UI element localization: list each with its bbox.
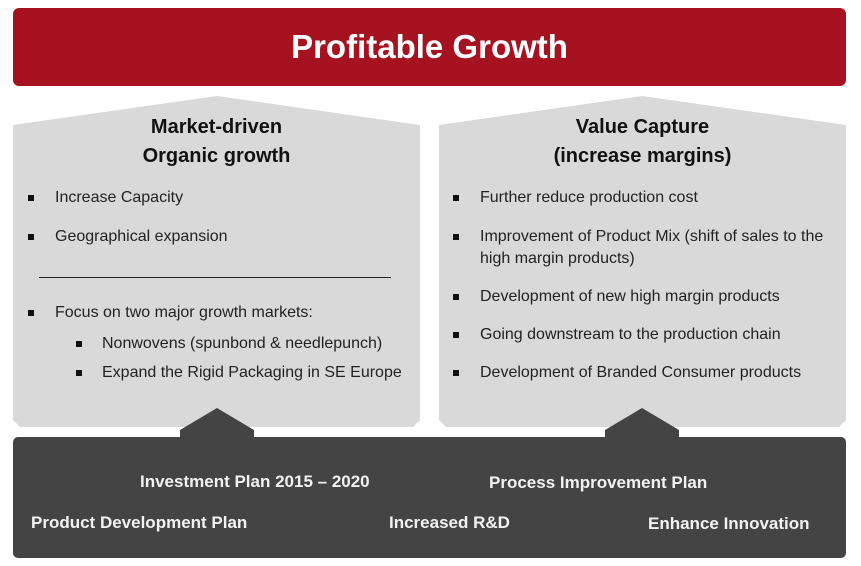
right-pillar-title: Value Capture (increase margins) xyxy=(439,113,846,171)
right-item-downstream: Going downstream to the production chain xyxy=(480,326,781,343)
bullet-icon xyxy=(28,195,34,201)
sub-item-nonwovens: Nonwovens (spunbond & needlepunch) xyxy=(102,335,383,352)
banner-title: Profitable Growth xyxy=(291,28,568,65)
left-pillar-title-line1: Market-driven xyxy=(150,116,283,138)
left-pillar-list: Increase Capacity Geographical expansion xyxy=(15,187,415,248)
bullet-icon xyxy=(28,310,34,316)
right-pillar-list: Further reduce production cost Improveme… xyxy=(440,187,840,384)
left-pillar-shape xyxy=(13,96,420,427)
bullet-icon xyxy=(76,370,82,376)
left-pillar-sub-list: Nonwovens (spunbond & needlepunch) Expan… xyxy=(76,333,416,384)
list-item: Development of Branded Consumer products xyxy=(440,362,840,384)
bullet-icon xyxy=(453,332,459,338)
left-item-geo: Geographical expansion xyxy=(55,228,228,245)
left-pillar-focus-list: Focus on two major growth markets: xyxy=(15,302,415,324)
left-item-capacity: Increase Capacity xyxy=(55,189,184,206)
list-item: Increase Capacity xyxy=(15,187,415,209)
list-item: Geographical expansion xyxy=(15,226,415,248)
right-item-branded: Development of Branded Consumer products xyxy=(480,364,802,381)
left-item-focus: Focus on two major growth markets: xyxy=(55,304,313,321)
investment-plan-label: Investment Plan 2015 – 2020 xyxy=(140,472,370,491)
bullet-icon xyxy=(453,234,459,240)
list-item: Going downstream to the production chain xyxy=(440,324,840,346)
process-plan-label: Process Improvement Plan xyxy=(489,473,708,492)
right-pillar-title-line1: Value Capture xyxy=(575,116,710,138)
section-divider xyxy=(39,277,391,278)
right-item-new-products: Development of new high margin products xyxy=(480,288,780,305)
right-pillar-title-line2: (increase margins) xyxy=(553,145,732,167)
right-item-mix: Improvement of Product Mix (shift of sal… xyxy=(480,228,824,267)
sub-item-packaging: Expand the Rigid Packaging in SE Europe xyxy=(102,364,402,381)
list-item: Expand the Rigid Packaging in SE Europe xyxy=(76,362,416,384)
list-item: Improvement of Product Mix (shift of sal… xyxy=(440,226,840,270)
bullet-icon xyxy=(453,195,459,201)
rnd-label: Increased R&D xyxy=(389,513,510,532)
bullet-icon xyxy=(28,234,34,240)
list-item: Focus on two major growth markets: xyxy=(15,302,415,324)
left-pillar-title: Market-driven Organic growth xyxy=(13,113,420,171)
title-banner: Profitable Growth xyxy=(13,8,846,86)
list-item: Development of new high margin products xyxy=(440,286,840,308)
right-pillar-shape xyxy=(439,96,846,427)
foundation-block xyxy=(13,437,846,558)
product-plan-label: Product Development Plan xyxy=(31,513,248,532)
right-item-cost: Further reduce production cost xyxy=(480,189,698,206)
bullet-icon xyxy=(453,294,459,300)
innovation-label: Enhance Innovation xyxy=(648,514,810,533)
bullet-icon xyxy=(76,341,82,347)
list-item: Further reduce production cost xyxy=(440,187,840,209)
left-pillar-title-line2: Organic growth xyxy=(142,145,291,167)
bullet-icon xyxy=(453,370,459,376)
list-item: Nonwovens (spunbond & needlepunch) xyxy=(76,333,416,355)
